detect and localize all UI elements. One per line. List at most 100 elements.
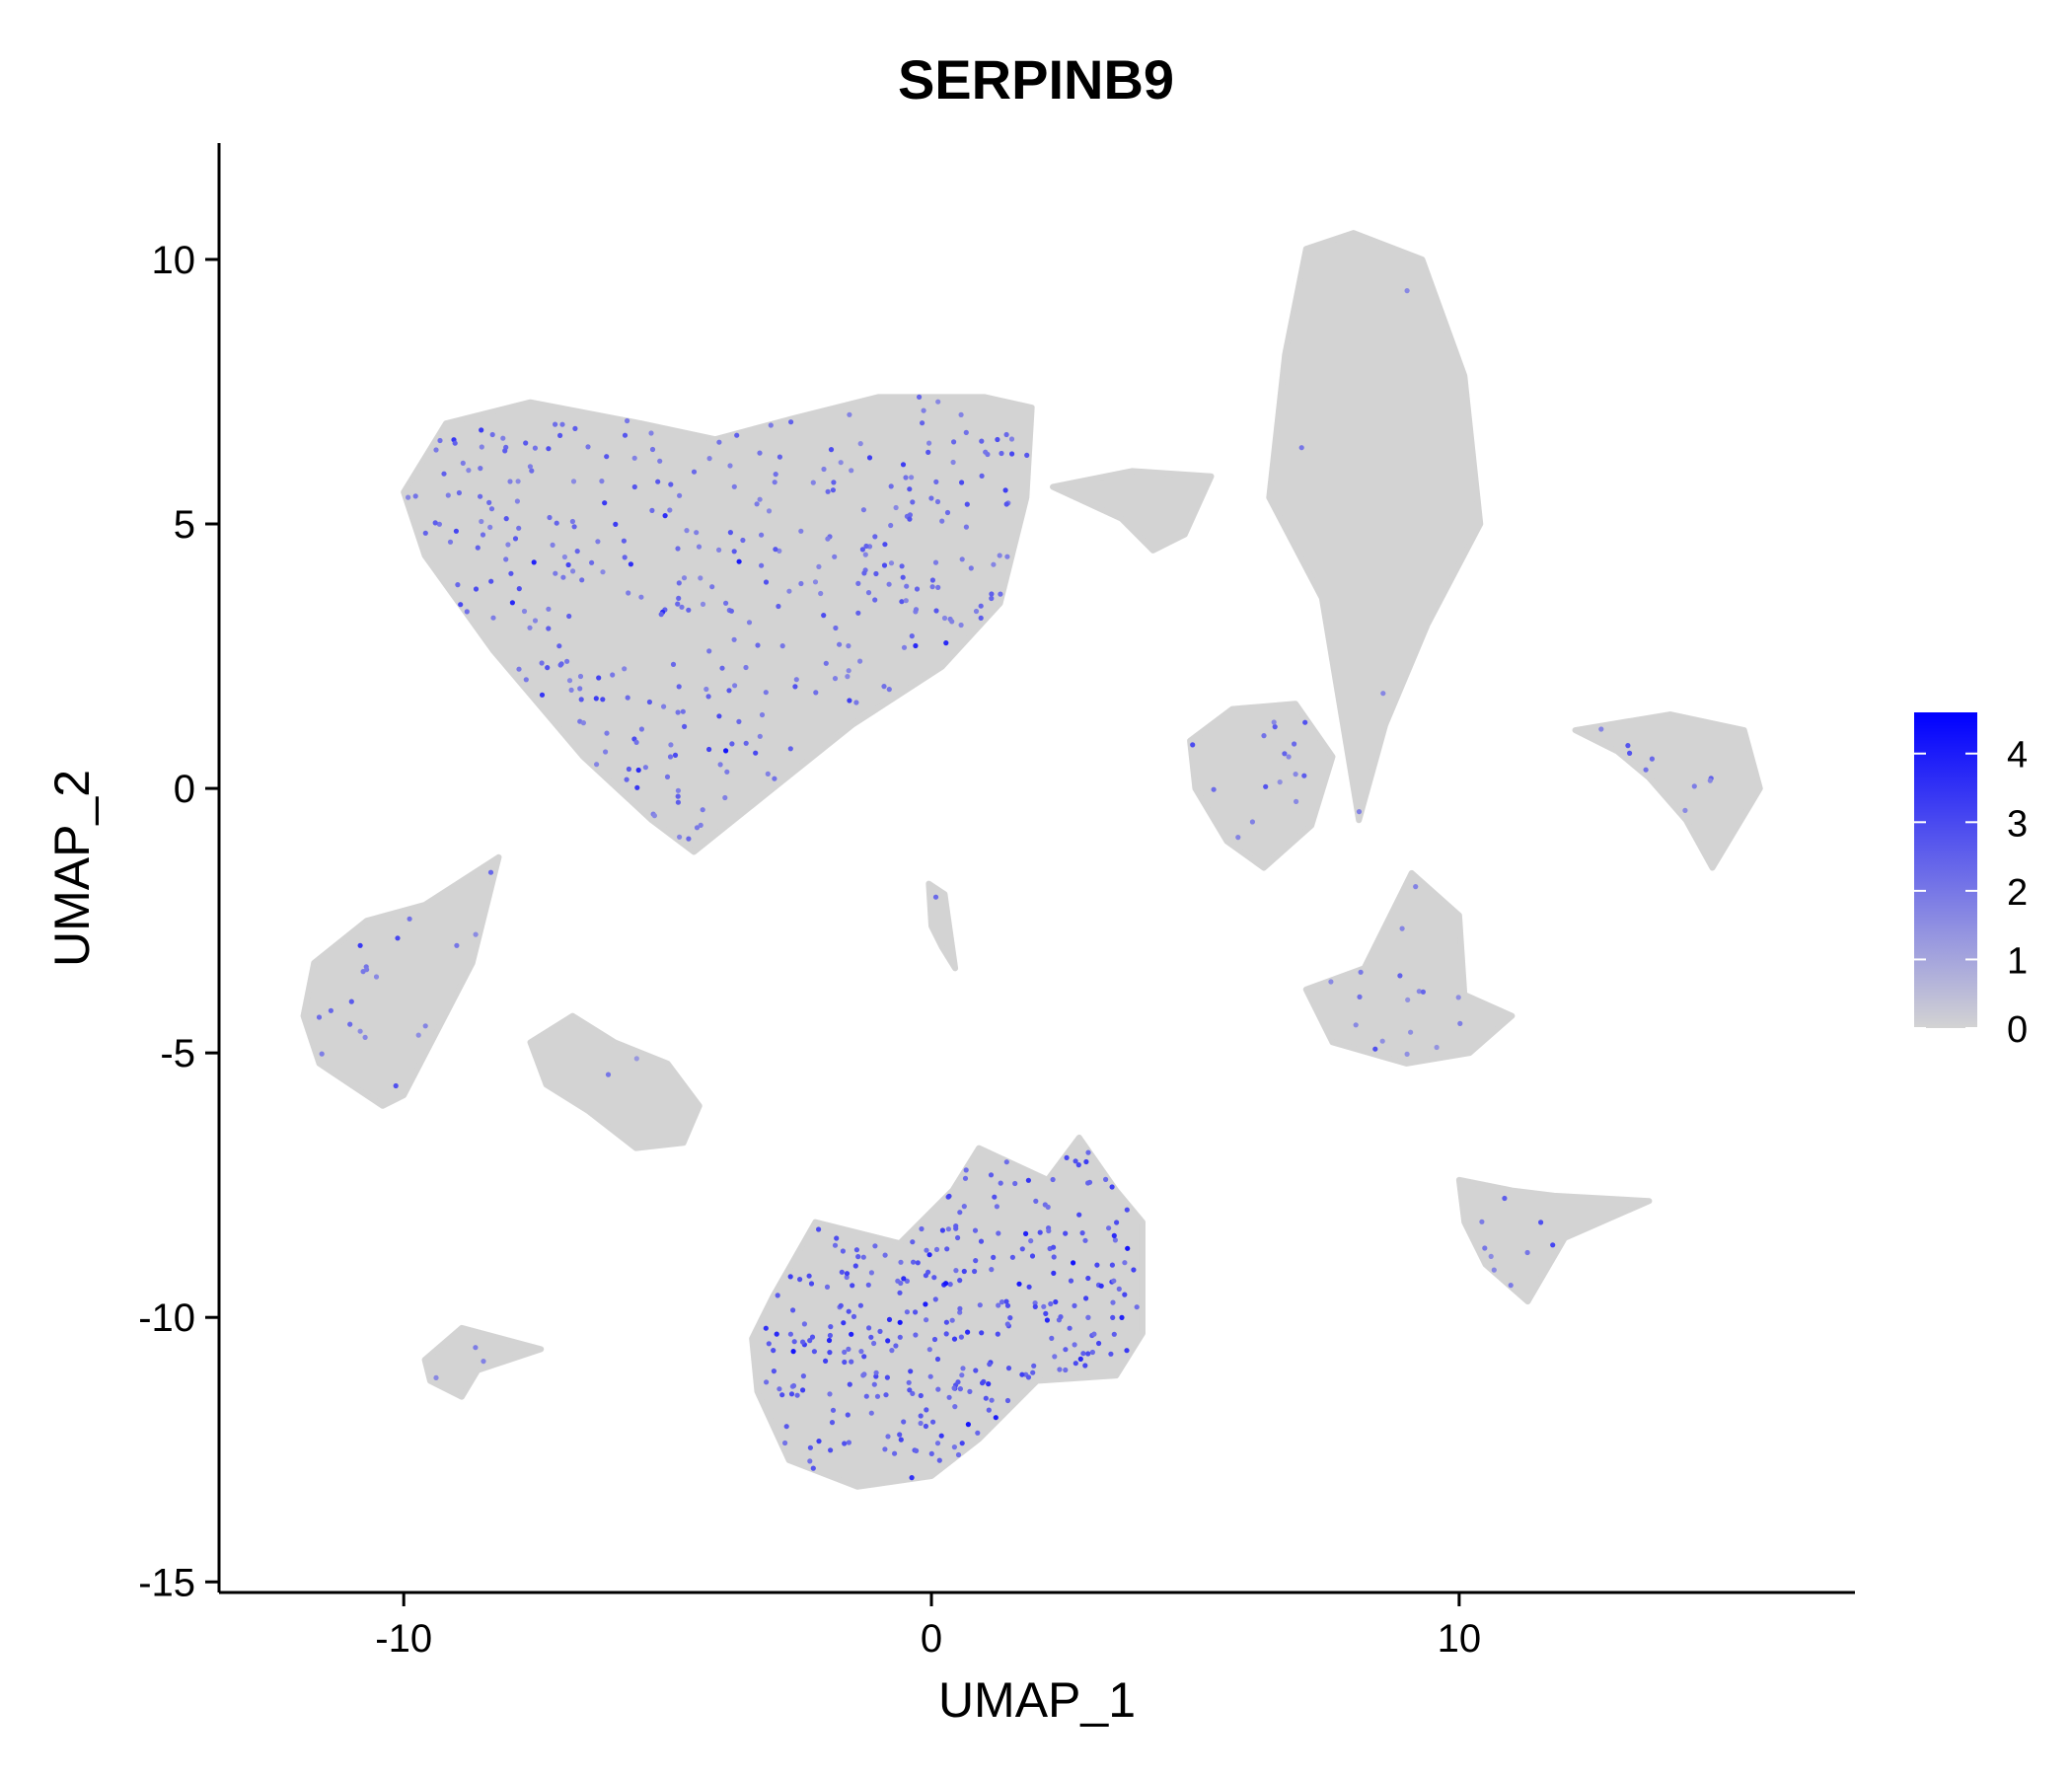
expressing-cell [1041, 1303, 1047, 1309]
expressing-cell [996, 1302, 1001, 1308]
expressing-cell [1538, 1220, 1544, 1225]
expressing-cell [904, 583, 910, 589]
expressing-cell [998, 1180, 1003, 1186]
expressing-cell [1707, 777, 1713, 783]
expressing-cell [929, 577, 936, 583]
expressing-cell [862, 552, 868, 557]
expressing-cell [1003, 1298, 1009, 1304]
expressing-cell [865, 590, 872, 596]
expressing-cell [828, 447, 835, 453]
expressing-cell [986, 1407, 992, 1413]
expressing-cell [743, 664, 749, 671]
expressing-cell [844, 1271, 851, 1277]
expressing-cell [918, 1413, 924, 1419]
y-tick-label: 5 [174, 503, 195, 547]
expressing-cell [580, 720, 587, 726]
expressing-cell [757, 733, 763, 739]
expressing-cell [481, 1359, 486, 1365]
expressing-cell [479, 518, 484, 525]
expressing-cell [1298, 445, 1304, 451]
expressing-cell [681, 575, 688, 581]
expressing-cell [731, 549, 737, 555]
expressing-cell [987, 1362, 993, 1368]
expressing-cell [830, 1407, 837, 1413]
expressing-cell [727, 463, 733, 469]
expressing-cell [1051, 1244, 1057, 1250]
expressing-cell [723, 600, 729, 606]
expressing-cell [989, 1267, 995, 1273]
expressing-cell [949, 619, 955, 625]
expressing-cell [558, 661, 564, 667]
expressing-cell [972, 1227, 979, 1233]
expressing-cell [566, 678, 573, 684]
x-axis-ticks: -10 0 10 [375, 1592, 1481, 1661]
expressing-cell [479, 444, 484, 450]
expressing-cell [873, 570, 879, 577]
expressing-cell [877, 1328, 883, 1334]
expressing-cell [1625, 743, 1631, 749]
expressing-cell [1110, 1314, 1116, 1320]
expressing-cell [514, 498, 521, 504]
expressing-cell [686, 836, 692, 842]
expressing-cell [642, 765, 649, 771]
x-tick-label: 10 [1438, 1617, 1482, 1661]
expressing-cell [965, 1329, 971, 1335]
expressing-cell [824, 1284, 831, 1290]
expressing-cell [1643, 767, 1649, 773]
expressing-cell [812, 579, 819, 585]
expressing-cell [973, 1368, 979, 1373]
expressing-cell [722, 794, 728, 801]
expressing-cell [1063, 1367, 1069, 1373]
expressing-cell [997, 553, 1002, 558]
expressing-cell [810, 1465, 816, 1471]
expressing-cell [910, 499, 916, 505]
expressing-cell [731, 483, 737, 489]
expressing-cell [921, 407, 926, 413]
expressing-cell [999, 1299, 1005, 1305]
expressing-cell [871, 1340, 877, 1347]
expressing-cell [959, 1441, 965, 1446]
expressing-cell [980, 1380, 986, 1386]
expressing-cell [872, 1243, 878, 1249]
expressing-cell [1110, 1299, 1116, 1305]
expressing-cell [556, 643, 562, 649]
expressing-cell [1053, 1298, 1059, 1305]
expressing-cell [500, 435, 506, 441]
expressing-cell [1002, 487, 1008, 493]
expressing-cell [348, 999, 354, 1004]
expressing-cell [983, 1395, 989, 1401]
expressing-cell [960, 1366, 966, 1371]
cluster-bottom-right [1455, 1176, 1653, 1305]
cluster-body [1050, 468, 1215, 554]
expressing-cell [788, 419, 794, 425]
expressing-cell [569, 518, 576, 525]
expressing-cell [1294, 798, 1299, 805]
expressing-cell [828, 1324, 834, 1330]
expressing-cell [622, 555, 628, 560]
expressing-cell [798, 528, 804, 534]
expressing-cell [757, 450, 763, 456]
expressing-cell [480, 532, 486, 538]
expressing-cell [1598, 726, 1604, 732]
expressing-cell [716, 439, 722, 445]
expressing-cell [985, 451, 991, 458]
expressing-cell [1080, 1351, 1086, 1357]
expressing-cell [838, 1302, 844, 1308]
expressing-cell [589, 559, 595, 565]
expressing-cell [932, 894, 939, 900]
expressing-cell [807, 1338, 813, 1344]
expressing-cell [1082, 1237, 1088, 1243]
expressing-cell [846, 643, 851, 649]
expressing-cell [731, 636, 737, 642]
expressing-cell [816, 1226, 822, 1232]
expressing-cell [963, 429, 969, 435]
expressing-cell [885, 1338, 891, 1344]
expressing-cell [1434, 1044, 1440, 1051]
expressing-cell [1301, 773, 1307, 778]
expressing-cell [1627, 750, 1633, 757]
expressing-cell [825, 536, 831, 542]
y-tick-label: 0 [174, 768, 195, 811]
expressing-cell [897, 1290, 903, 1295]
expressing-cell [675, 787, 682, 793]
expressing-cell [929, 584, 935, 590]
